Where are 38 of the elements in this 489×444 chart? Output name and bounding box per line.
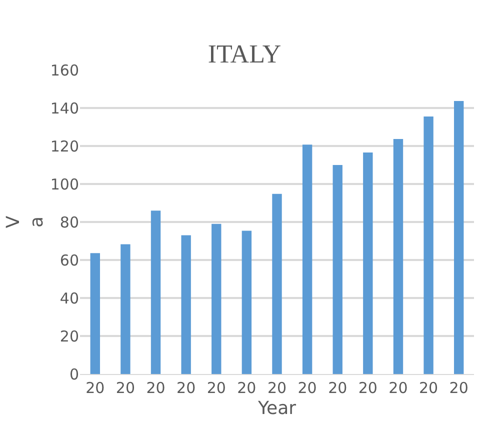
x-tick-label: 20 <box>388 379 408 397</box>
x-tick-label: 20 <box>86 379 105 397</box>
x-tick-label: 20 <box>116 379 136 397</box>
y-tick-label: 160 <box>50 61 79 80</box>
x-tick-label: 20 <box>418 379 438 397</box>
y-tick-label: 120 <box>50 137 79 156</box>
y-tick-label: 140 <box>50 99 79 118</box>
x-tick-label: 20 <box>237 379 256 397</box>
bar <box>272 194 282 374</box>
bar <box>393 138 404 374</box>
x-tick-label: 20 <box>358 379 378 397</box>
y-tick-label: 0 <box>69 365 79 384</box>
x-tick-label: 20 <box>267 379 287 397</box>
y-tick-label: 100 <box>50 175 79 194</box>
y-axis-title: V a <box>3 215 48 228</box>
bar <box>90 253 100 374</box>
bar <box>424 116 434 374</box>
bar <box>302 144 312 374</box>
bar <box>181 235 191 374</box>
x-axis-title: Year <box>256 398 297 420</box>
bar <box>242 230 252 374</box>
bar <box>212 224 222 374</box>
bar <box>150 210 161 374</box>
x-tick-label: 20 <box>328 379 348 397</box>
x-tick-label: 20 <box>206 379 226 397</box>
bar <box>332 165 342 374</box>
bar <box>363 152 373 374</box>
x-tick-label: 20 <box>146 379 166 397</box>
y-tick-label: 80 <box>60 213 79 232</box>
bar <box>454 100 464 374</box>
x-tick-label: 20 <box>449 379 468 397</box>
y-tick-label: 40 <box>60 289 79 308</box>
y-tick-label: 60 <box>60 251 79 270</box>
bar <box>120 244 130 374</box>
x-tick-label: 20 <box>298 379 317 397</box>
x-tick-label: 20 <box>176 379 196 397</box>
y-tick-label: 20 <box>60 327 79 346</box>
chart-title: ITALY <box>208 40 282 69</box>
